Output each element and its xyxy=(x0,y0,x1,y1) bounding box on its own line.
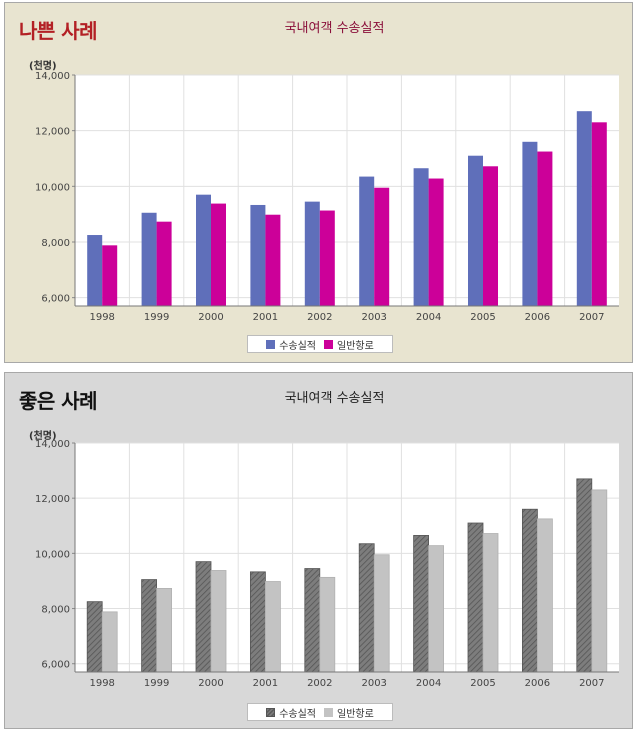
bar-series2-2001 xyxy=(265,214,281,306)
y-axis-unit: (천명) xyxy=(29,431,57,442)
bar-series2-2007 xyxy=(591,489,608,673)
bar-series2-1998 xyxy=(101,611,118,673)
legend-item: 수송실적 xyxy=(266,337,316,352)
bar-series1-1999 xyxy=(141,212,157,306)
x-tick-label: 2004 xyxy=(416,678,441,689)
bar-series2-2006 xyxy=(537,151,553,306)
bar-series1-2003 xyxy=(359,176,375,306)
bar-series2-2002 xyxy=(319,576,336,673)
x-tick-label: 1999 xyxy=(144,678,169,689)
bar-series2-2007 xyxy=(591,122,607,306)
bar-series1-2000 xyxy=(196,194,211,306)
x-tick-label: 2001 xyxy=(253,678,278,689)
bar-chart: 6,000 8,000 10,000 12,000 14,000 1998 1999 2000… xyxy=(35,71,619,323)
bar-series1-2000 xyxy=(195,561,212,673)
bar-series1-2001 xyxy=(250,204,266,306)
bar-series1-2003 xyxy=(358,543,375,673)
y-axis-unit: (천명) xyxy=(29,61,57,72)
x-tick-label: 2007 xyxy=(579,312,604,323)
bar-series1-1998 xyxy=(86,601,103,673)
x-tick-label: 1999 xyxy=(144,312,169,323)
x-tick-label: 2002 xyxy=(307,678,332,689)
x-tick-label: 2007 xyxy=(579,678,604,689)
legend-item: 일반항로 xyxy=(324,337,374,352)
legend-label: 수송실적 xyxy=(279,340,316,352)
bar-series2-2000 xyxy=(210,570,227,673)
y-tick-label: 14,000 xyxy=(35,439,70,450)
legend-item: 수송실적 xyxy=(266,705,316,720)
bar-series1-2002 xyxy=(304,568,321,673)
bar-series2-2005 xyxy=(483,166,498,306)
y-tick-label: 6,000 xyxy=(41,660,70,671)
x-tick-label: 2001 xyxy=(253,312,278,323)
chart-title: 국내여객 수송실적 xyxy=(284,21,385,36)
bar-series1-2006 xyxy=(522,141,538,306)
bar-series1-2005 xyxy=(468,155,483,306)
y-tick-label: 14,000 xyxy=(35,71,70,82)
x-tick-label: 2006 xyxy=(525,312,550,323)
bar-series2-2004 xyxy=(428,178,444,306)
x-tick-label: 1998 xyxy=(89,312,114,323)
bar-series1-2004 xyxy=(413,168,429,306)
x-tick-label: 2000 xyxy=(198,312,223,323)
bar-series2-1999 xyxy=(156,221,172,306)
bar-series2-1999 xyxy=(156,588,173,673)
legend-swatch-icon xyxy=(324,707,333,717)
x-tick-label: 2004 xyxy=(416,312,441,323)
bar-series1-2004 xyxy=(413,535,430,673)
y-tick-label: 8,000 xyxy=(41,605,70,616)
y-tick-label: 6,000 xyxy=(41,294,70,305)
panel-heading: 나쁜 사례 xyxy=(19,19,98,43)
legend-label: 수송실적 xyxy=(279,708,316,720)
y-tick-label: 8,000 xyxy=(41,238,70,249)
bar-chart: 6,000 8,000 10,000 12,000 14,000 1998 1999 2000… xyxy=(35,439,619,689)
bar-series1-2002 xyxy=(304,201,320,306)
x-tick-label: 2005 xyxy=(470,678,495,689)
bar-series1-2007 xyxy=(576,111,592,306)
x-tick-label: 2000 xyxy=(198,678,223,689)
bar-series2-2001 xyxy=(264,581,281,673)
bar-series1-1999 xyxy=(141,579,158,673)
bar-series1-1998 xyxy=(87,235,103,306)
legend: 수송실적 일반항로 xyxy=(247,703,393,721)
y-tick-label: 10,000 xyxy=(35,549,70,560)
bad-example-panel: 나쁜 사례 국내여객 수송실적 (천명) 6,000 8,000 10,000 12,… xyxy=(4,2,633,363)
bar-series2-2006 xyxy=(537,518,553,673)
legend-item: 일반항로 xyxy=(324,705,374,720)
bar-series2-2005 xyxy=(482,533,499,673)
good-example-panel: 좋은 사례 국내여객 수송실적 (천명) 6,000 8,000 10,000 12,… xyxy=(4,372,633,729)
x-tick-label: 2002 xyxy=(307,312,332,323)
bar-series2-2003 xyxy=(373,554,390,673)
x-tick-label: 2006 xyxy=(525,678,550,689)
legend-label: 일반항로 xyxy=(337,708,374,720)
bar-series2-2000 xyxy=(211,203,226,306)
x-tick-label: 2003 xyxy=(361,678,386,689)
bar-series1-2005 xyxy=(467,522,484,673)
bar-series1-2001 xyxy=(249,571,266,673)
bar-series1-2006 xyxy=(522,508,538,673)
bar-series2-2004 xyxy=(428,545,445,673)
y-tick-label: 12,000 xyxy=(35,127,70,138)
legend-swatch-icon xyxy=(266,339,276,349)
x-tick-label: 2003 xyxy=(361,312,386,323)
bar-series1-2007 xyxy=(576,478,593,673)
x-tick-label: 2005 xyxy=(470,312,495,323)
bar-series2-2002 xyxy=(319,210,335,306)
chart-title: 국내여객 수송실적 xyxy=(284,391,385,406)
legend-swatch-icon xyxy=(266,707,276,717)
bar-series2-1998 xyxy=(102,245,118,306)
x-tick-label: 1998 xyxy=(89,678,114,689)
bar-series2-2003 xyxy=(374,187,390,306)
y-tick-label: 10,000 xyxy=(35,182,70,193)
y-tick-label: 12,000 xyxy=(35,494,70,505)
legend-label: 일반항로 xyxy=(337,340,374,352)
legend-swatch-icon xyxy=(324,339,333,349)
legend: 수송실적 일반항로 xyxy=(247,335,393,353)
panel-heading: 좋은 사례 xyxy=(19,389,98,413)
